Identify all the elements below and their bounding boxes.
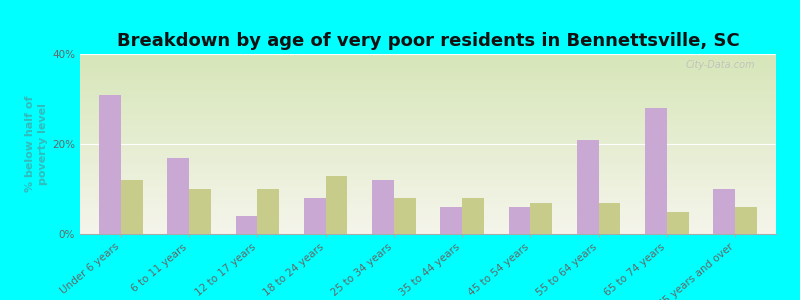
Bar [121, 180, 142, 234]
Bar [440, 207, 462, 234]
Title: Breakdown by age of very poor residents in Bennettsville, SC: Breakdown by age of very poor residents … [117, 32, 739, 50]
Y-axis label: % below half of
poverty level: % below half of poverty level [25, 96, 48, 192]
Bar [326, 176, 347, 234]
Text: City-Data.com: City-Data.com [686, 60, 755, 70]
Bar [304, 198, 326, 234]
Bar [714, 189, 735, 234]
Bar [598, 202, 621, 234]
Bar [530, 202, 552, 234]
Bar [645, 108, 667, 234]
Bar [577, 140, 598, 234]
Bar [667, 212, 689, 234]
Bar [99, 94, 121, 234]
Bar [394, 198, 416, 234]
Bar [462, 198, 484, 234]
Bar [258, 189, 279, 234]
Bar [189, 189, 211, 234]
Bar [735, 207, 757, 234]
Bar [167, 158, 189, 234]
Bar [235, 216, 258, 234]
Bar [372, 180, 394, 234]
Bar [509, 207, 530, 234]
